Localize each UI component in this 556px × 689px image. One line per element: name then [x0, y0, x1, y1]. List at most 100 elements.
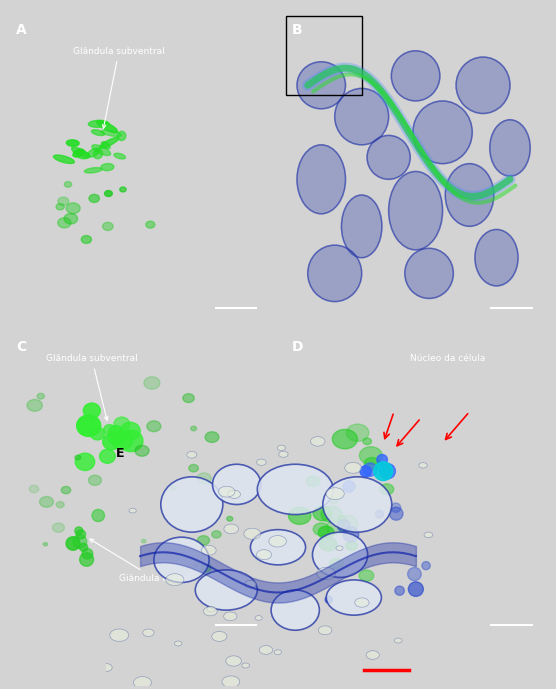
Ellipse shape — [312, 532, 368, 577]
Ellipse shape — [320, 537, 337, 551]
Ellipse shape — [212, 464, 261, 504]
Ellipse shape — [336, 546, 343, 551]
Ellipse shape — [269, 535, 286, 547]
Ellipse shape — [332, 429, 358, 449]
Ellipse shape — [337, 520, 350, 532]
Ellipse shape — [154, 537, 209, 582]
Ellipse shape — [359, 570, 374, 582]
Ellipse shape — [255, 615, 262, 620]
Ellipse shape — [279, 451, 288, 457]
Ellipse shape — [325, 596, 332, 603]
Ellipse shape — [318, 526, 334, 539]
Ellipse shape — [133, 677, 151, 688]
Ellipse shape — [80, 544, 88, 551]
Ellipse shape — [64, 182, 72, 187]
Ellipse shape — [77, 415, 101, 436]
Ellipse shape — [203, 607, 217, 616]
Ellipse shape — [120, 187, 126, 192]
Ellipse shape — [317, 567, 335, 579]
Ellipse shape — [374, 462, 393, 481]
Ellipse shape — [422, 562, 430, 570]
Ellipse shape — [201, 546, 216, 555]
Ellipse shape — [114, 153, 126, 159]
Ellipse shape — [66, 537, 80, 551]
Ellipse shape — [191, 426, 197, 431]
Ellipse shape — [81, 236, 92, 243]
Ellipse shape — [88, 121, 109, 127]
Ellipse shape — [405, 248, 453, 298]
Ellipse shape — [82, 548, 93, 559]
Ellipse shape — [113, 431, 126, 442]
Ellipse shape — [205, 432, 219, 442]
Ellipse shape — [175, 641, 182, 646]
Ellipse shape — [141, 539, 146, 543]
Ellipse shape — [43, 542, 48, 546]
Ellipse shape — [289, 507, 311, 524]
Ellipse shape — [146, 221, 155, 228]
Ellipse shape — [119, 430, 143, 452]
Ellipse shape — [366, 650, 379, 659]
Ellipse shape — [343, 527, 359, 542]
Ellipse shape — [135, 445, 149, 456]
Ellipse shape — [117, 132, 126, 141]
Text: Glândula subventral: Glândula subventral — [46, 354, 138, 420]
Ellipse shape — [56, 203, 64, 210]
Ellipse shape — [257, 464, 333, 515]
Ellipse shape — [80, 553, 93, 566]
Ellipse shape — [92, 130, 105, 136]
Ellipse shape — [408, 568, 421, 581]
Ellipse shape — [242, 663, 250, 668]
Ellipse shape — [105, 191, 112, 196]
Ellipse shape — [226, 656, 241, 666]
Ellipse shape — [110, 629, 128, 641]
Ellipse shape — [224, 524, 239, 534]
Ellipse shape — [343, 481, 355, 492]
Ellipse shape — [336, 515, 358, 532]
Ellipse shape — [456, 57, 510, 114]
Ellipse shape — [194, 564, 198, 567]
Text: B: B — [291, 23, 302, 37]
Ellipse shape — [56, 502, 64, 508]
Ellipse shape — [114, 417, 130, 431]
Ellipse shape — [89, 194, 100, 203]
Ellipse shape — [58, 218, 71, 228]
Text: Giândula dorsal: Giândula dorsal — [90, 539, 190, 583]
Ellipse shape — [73, 535, 87, 548]
Ellipse shape — [224, 612, 237, 621]
Ellipse shape — [100, 449, 115, 463]
Ellipse shape — [313, 523, 330, 535]
Ellipse shape — [274, 650, 281, 655]
Ellipse shape — [395, 586, 404, 595]
Ellipse shape — [75, 455, 81, 460]
Ellipse shape — [367, 136, 410, 179]
Text: A: A — [16, 23, 27, 37]
Ellipse shape — [257, 459, 266, 465]
Ellipse shape — [73, 150, 85, 157]
Ellipse shape — [337, 515, 347, 522]
Ellipse shape — [197, 473, 211, 484]
Text: Glândula subventral: Glândula subventral — [73, 47, 165, 128]
Ellipse shape — [189, 464, 198, 472]
Ellipse shape — [102, 223, 113, 231]
Ellipse shape — [52, 523, 64, 533]
Ellipse shape — [250, 530, 306, 565]
Ellipse shape — [380, 464, 395, 479]
Ellipse shape — [359, 446, 382, 464]
Ellipse shape — [143, 629, 154, 637]
Ellipse shape — [326, 580, 381, 615]
Ellipse shape — [394, 638, 402, 643]
Ellipse shape — [39, 497, 53, 507]
Ellipse shape — [92, 509, 105, 522]
Ellipse shape — [330, 559, 344, 569]
Ellipse shape — [271, 590, 319, 630]
Ellipse shape — [377, 455, 388, 465]
Ellipse shape — [346, 424, 369, 442]
Ellipse shape — [61, 486, 71, 494]
Ellipse shape — [360, 466, 371, 477]
Ellipse shape — [256, 550, 271, 559]
Ellipse shape — [161, 477, 223, 532]
Ellipse shape — [363, 463, 377, 476]
Ellipse shape — [83, 403, 100, 418]
Ellipse shape — [101, 130, 122, 136]
Ellipse shape — [76, 530, 86, 539]
